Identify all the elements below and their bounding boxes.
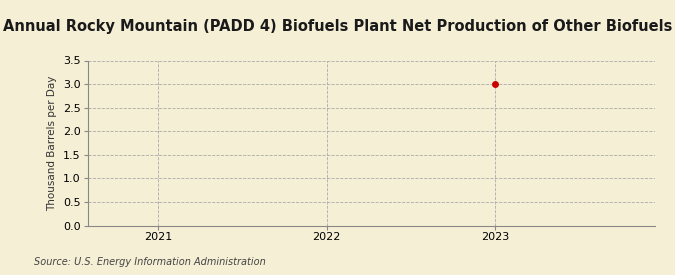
Point [489,82,500,86]
Text: Annual Rocky Mountain (PADD 4) Biofuels Plant Net Production of Other Biofuels: Annual Rocky Mountain (PADD 4) Biofuels … [3,19,672,34]
Y-axis label: Thousand Barrels per Day: Thousand Barrels per Day [47,75,57,211]
Text: Source: U.S. Energy Information Administration: Source: U.S. Energy Information Administ… [34,257,265,267]
